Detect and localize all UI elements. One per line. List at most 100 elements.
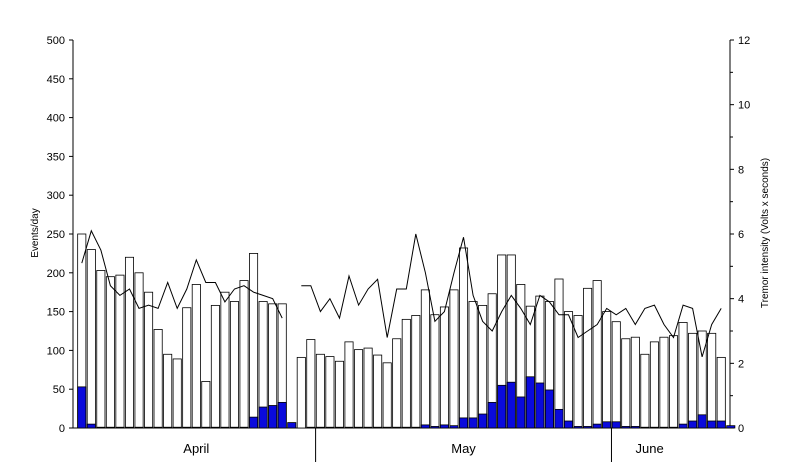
highlight-bar (669, 426, 679, 429)
highlight-bar (77, 386, 87, 429)
event-bar (163, 353, 173, 429)
highlight-bar (439, 424, 449, 429)
event-bar (306, 339, 316, 429)
highlight-bar (649, 426, 659, 429)
y2-tick-label: 8 (738, 164, 744, 176)
highlight-bar (115, 426, 125, 429)
highlight-bar (707, 420, 717, 429)
month-label: April (183, 441, 209, 456)
event-bar (401, 318, 411, 429)
highlight-bar (716, 420, 726, 429)
highlight-bar (420, 424, 430, 429)
month-label: June (636, 441, 664, 456)
highlight-bar (487, 401, 497, 429)
event-bar (86, 249, 96, 429)
highlight-bar (354, 426, 364, 429)
highlight-bar (401, 426, 411, 429)
highlight-bar (306, 426, 316, 429)
event-bar (373, 354, 383, 429)
event-bar (354, 349, 364, 429)
event-bar (716, 356, 726, 429)
event-bar (573, 315, 583, 429)
highlight-bar (411, 426, 421, 429)
highlight-bar (144, 426, 154, 429)
tremor-line-segment (301, 233, 722, 358)
highlight-bar (239, 426, 249, 429)
highlight-bar (344, 426, 354, 429)
event-bar (315, 353, 325, 429)
event-bar (363, 347, 373, 429)
highlight-bar (459, 417, 469, 429)
event-bar (153, 329, 163, 429)
y2-tick-label: 10 (738, 100, 750, 112)
highlight-bar (516, 396, 526, 429)
highlight-bar (373, 426, 383, 429)
bars (77, 233, 736, 429)
highlight-bar (659, 426, 669, 429)
highlight-bar (697, 414, 707, 429)
highlight-bar (220, 426, 230, 429)
event-bar (649, 341, 659, 429)
event-bar (144, 291, 154, 429)
event-bar (392, 338, 402, 429)
highlight-bar (544, 389, 554, 429)
event-bar (220, 291, 230, 429)
y2-tick-label: 4 (738, 294, 744, 306)
y-axis-title: Events/day (30, 208, 41, 257)
highlight-bar (564, 420, 574, 429)
event-bar (669, 335, 679, 429)
y2-tick-label: 12 (738, 35, 750, 47)
event-bar (105, 276, 115, 429)
y2-tick-label: 0 (738, 423, 744, 435)
y2-tick-label: 2 (738, 358, 744, 370)
highlight-bar (96, 426, 106, 429)
event-bar (229, 301, 239, 429)
highlight-bar (134, 426, 144, 429)
y-tick-label: 400 (47, 113, 65, 125)
highlight-bar (172, 426, 182, 429)
y-tick-label: 150 (47, 307, 65, 319)
y-tick-label: 200 (47, 268, 65, 280)
event-bar (707, 332, 717, 429)
event-bar (630, 336, 640, 429)
highlight-bar (153, 426, 163, 429)
highlight-bar (191, 426, 201, 429)
highlight-bar (468, 417, 478, 429)
event-bar (611, 321, 621, 429)
event-bar (325, 356, 335, 429)
y-tick-label: 0 (59, 423, 65, 435)
highlight-bar (535, 382, 545, 429)
highlight-bar (525, 376, 535, 429)
event-bar (296, 356, 306, 429)
highlight-bar (688, 420, 698, 429)
event-bar (439, 306, 449, 429)
event-bar (583, 287, 593, 429)
highlight-bar (277, 401, 287, 429)
event-bar (678, 322, 688, 429)
event-bar (115, 274, 125, 429)
highlight-bar (163, 426, 173, 429)
highlight-bar (726, 425, 736, 429)
tremor-line (81, 229, 722, 358)
event-bar (449, 289, 459, 429)
highlight-bar (258, 406, 268, 429)
event-bar (201, 381, 211, 429)
highlight-bar (630, 426, 640, 429)
event-bar (134, 272, 144, 429)
y-tick-label: 250 (47, 229, 65, 241)
highlight-bar (287, 422, 297, 429)
highlight-bar (392, 426, 402, 429)
event-bar (659, 336, 669, 429)
highlight-bar (430, 426, 440, 429)
event-bar (420, 289, 430, 429)
highlight-bar (640, 426, 650, 429)
tremor-line-segment (81, 229, 283, 319)
highlight-bar (334, 426, 344, 429)
event-bar (554, 278, 564, 429)
event-bar (688, 332, 698, 429)
event-bar (382, 362, 392, 429)
event-bar (249, 252, 259, 429)
y-tick-label: 300 (47, 190, 65, 202)
y-tick-label: 500 (47, 35, 65, 47)
highlight-bar (268, 405, 278, 429)
